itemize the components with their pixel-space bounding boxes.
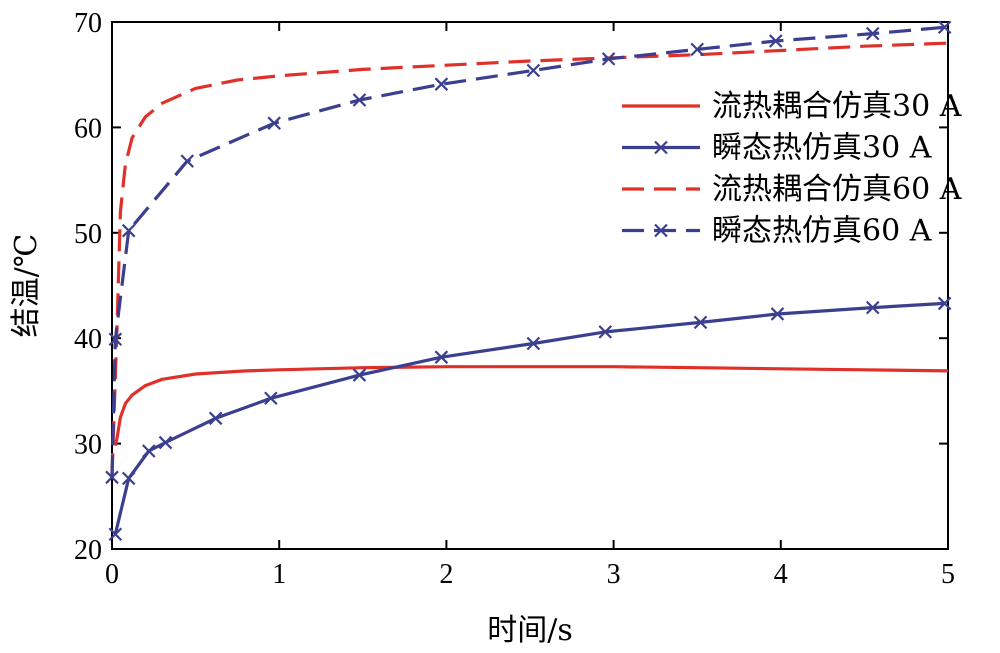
legend-item: 流热耦合仿真30 A bbox=[622, 89, 962, 124]
data-point-marker bbox=[264, 391, 278, 406]
data-point-marker bbox=[108, 332, 123, 347]
data-point-marker bbox=[769, 34, 783, 48]
x-tick-label: 3 bbox=[607, 559, 621, 590]
data-point-marker bbox=[865, 300, 880, 315]
data-point-marker bbox=[526, 336, 541, 351]
data-point-marker bbox=[208, 411, 223, 426]
data-point-marker bbox=[937, 296, 952, 311]
data-point-marker bbox=[601, 52, 616, 66]
series-line bbox=[113, 365, 949, 447]
x-tick-label: 5 bbox=[941, 559, 955, 590]
data-point-marker bbox=[598, 325, 613, 339]
x-tick-label: 2 bbox=[439, 559, 453, 590]
data-point-marker bbox=[434, 350, 449, 364]
series-0 bbox=[113, 365, 949, 447]
y-tick-label: 40 bbox=[74, 324, 102, 355]
x-axis-label: 时间/s bbox=[487, 613, 573, 648]
series-3 bbox=[105, 20, 952, 485]
legend-item: 瞬态热仿真60 A bbox=[622, 214, 932, 249]
data-point-marker bbox=[526, 63, 541, 78]
data-point-marker bbox=[105, 470, 119, 485]
legend-item: 流热耦合仿真60 A bbox=[622, 172, 962, 207]
data-point-marker bbox=[142, 444, 156, 458]
data-point-marker bbox=[937, 20, 952, 35]
legend: 流热耦合仿真30 A 瞬态热仿真30 A 流热耦合仿真60 A 瞬态热仿真60 A bbox=[622, 89, 962, 249]
data-point-marker bbox=[267, 116, 281, 130]
x-tick-label: 0 bbox=[105, 559, 119, 590]
data-point-marker bbox=[180, 154, 195, 168]
series-2 bbox=[110, 41, 949, 476]
y-axis-label: 结温/℃ bbox=[9, 234, 44, 338]
y-tick-label: 20 bbox=[74, 535, 102, 566]
legend-label: 流热耦合仿真60 A bbox=[712, 172, 962, 207]
axes: 0 1 2 3 4 5 20 30 40 50 60 70 bbox=[74, 8, 955, 590]
legend-label: 瞬态热仿真60 A bbox=[712, 214, 932, 249]
data-point-marker bbox=[770, 307, 785, 321]
data-point-marker bbox=[158, 435, 173, 450]
y-tick-label: 60 bbox=[74, 113, 102, 144]
data-point-marker bbox=[434, 77, 449, 91]
y-tick-label: 30 bbox=[74, 430, 102, 461]
y-tick-label: 50 bbox=[74, 219, 102, 250]
data-point-marker bbox=[352, 368, 367, 382]
series-line bbox=[113, 301, 945, 535]
plot-frame bbox=[111, 21, 949, 550]
legend-marker bbox=[654, 140, 668, 155]
legend-marker bbox=[654, 223, 668, 238]
data-point-marker bbox=[121, 471, 136, 486]
data-point-marker bbox=[865, 26, 880, 41]
legend-label: 流热耦合仿真30 A bbox=[712, 89, 962, 124]
data-point-marker bbox=[352, 93, 367, 107]
legend-item: 瞬态热仿真30 A bbox=[622, 131, 932, 166]
y-tick-label: 70 bbox=[74, 8, 102, 39]
x-tick-label: 1 bbox=[272, 559, 286, 590]
data-point-marker bbox=[121, 223, 136, 238]
data-point-marker bbox=[690, 42, 704, 57]
series-layer bbox=[105, 20, 952, 542]
series-1 bbox=[108, 296, 952, 542]
series-line bbox=[110, 41, 949, 476]
data-point-marker bbox=[108, 527, 123, 542]
data-point-marker bbox=[693, 315, 708, 330]
x-tick-label: 4 bbox=[774, 559, 788, 590]
legend-label: 瞬态热仿真30 A bbox=[712, 131, 932, 166]
